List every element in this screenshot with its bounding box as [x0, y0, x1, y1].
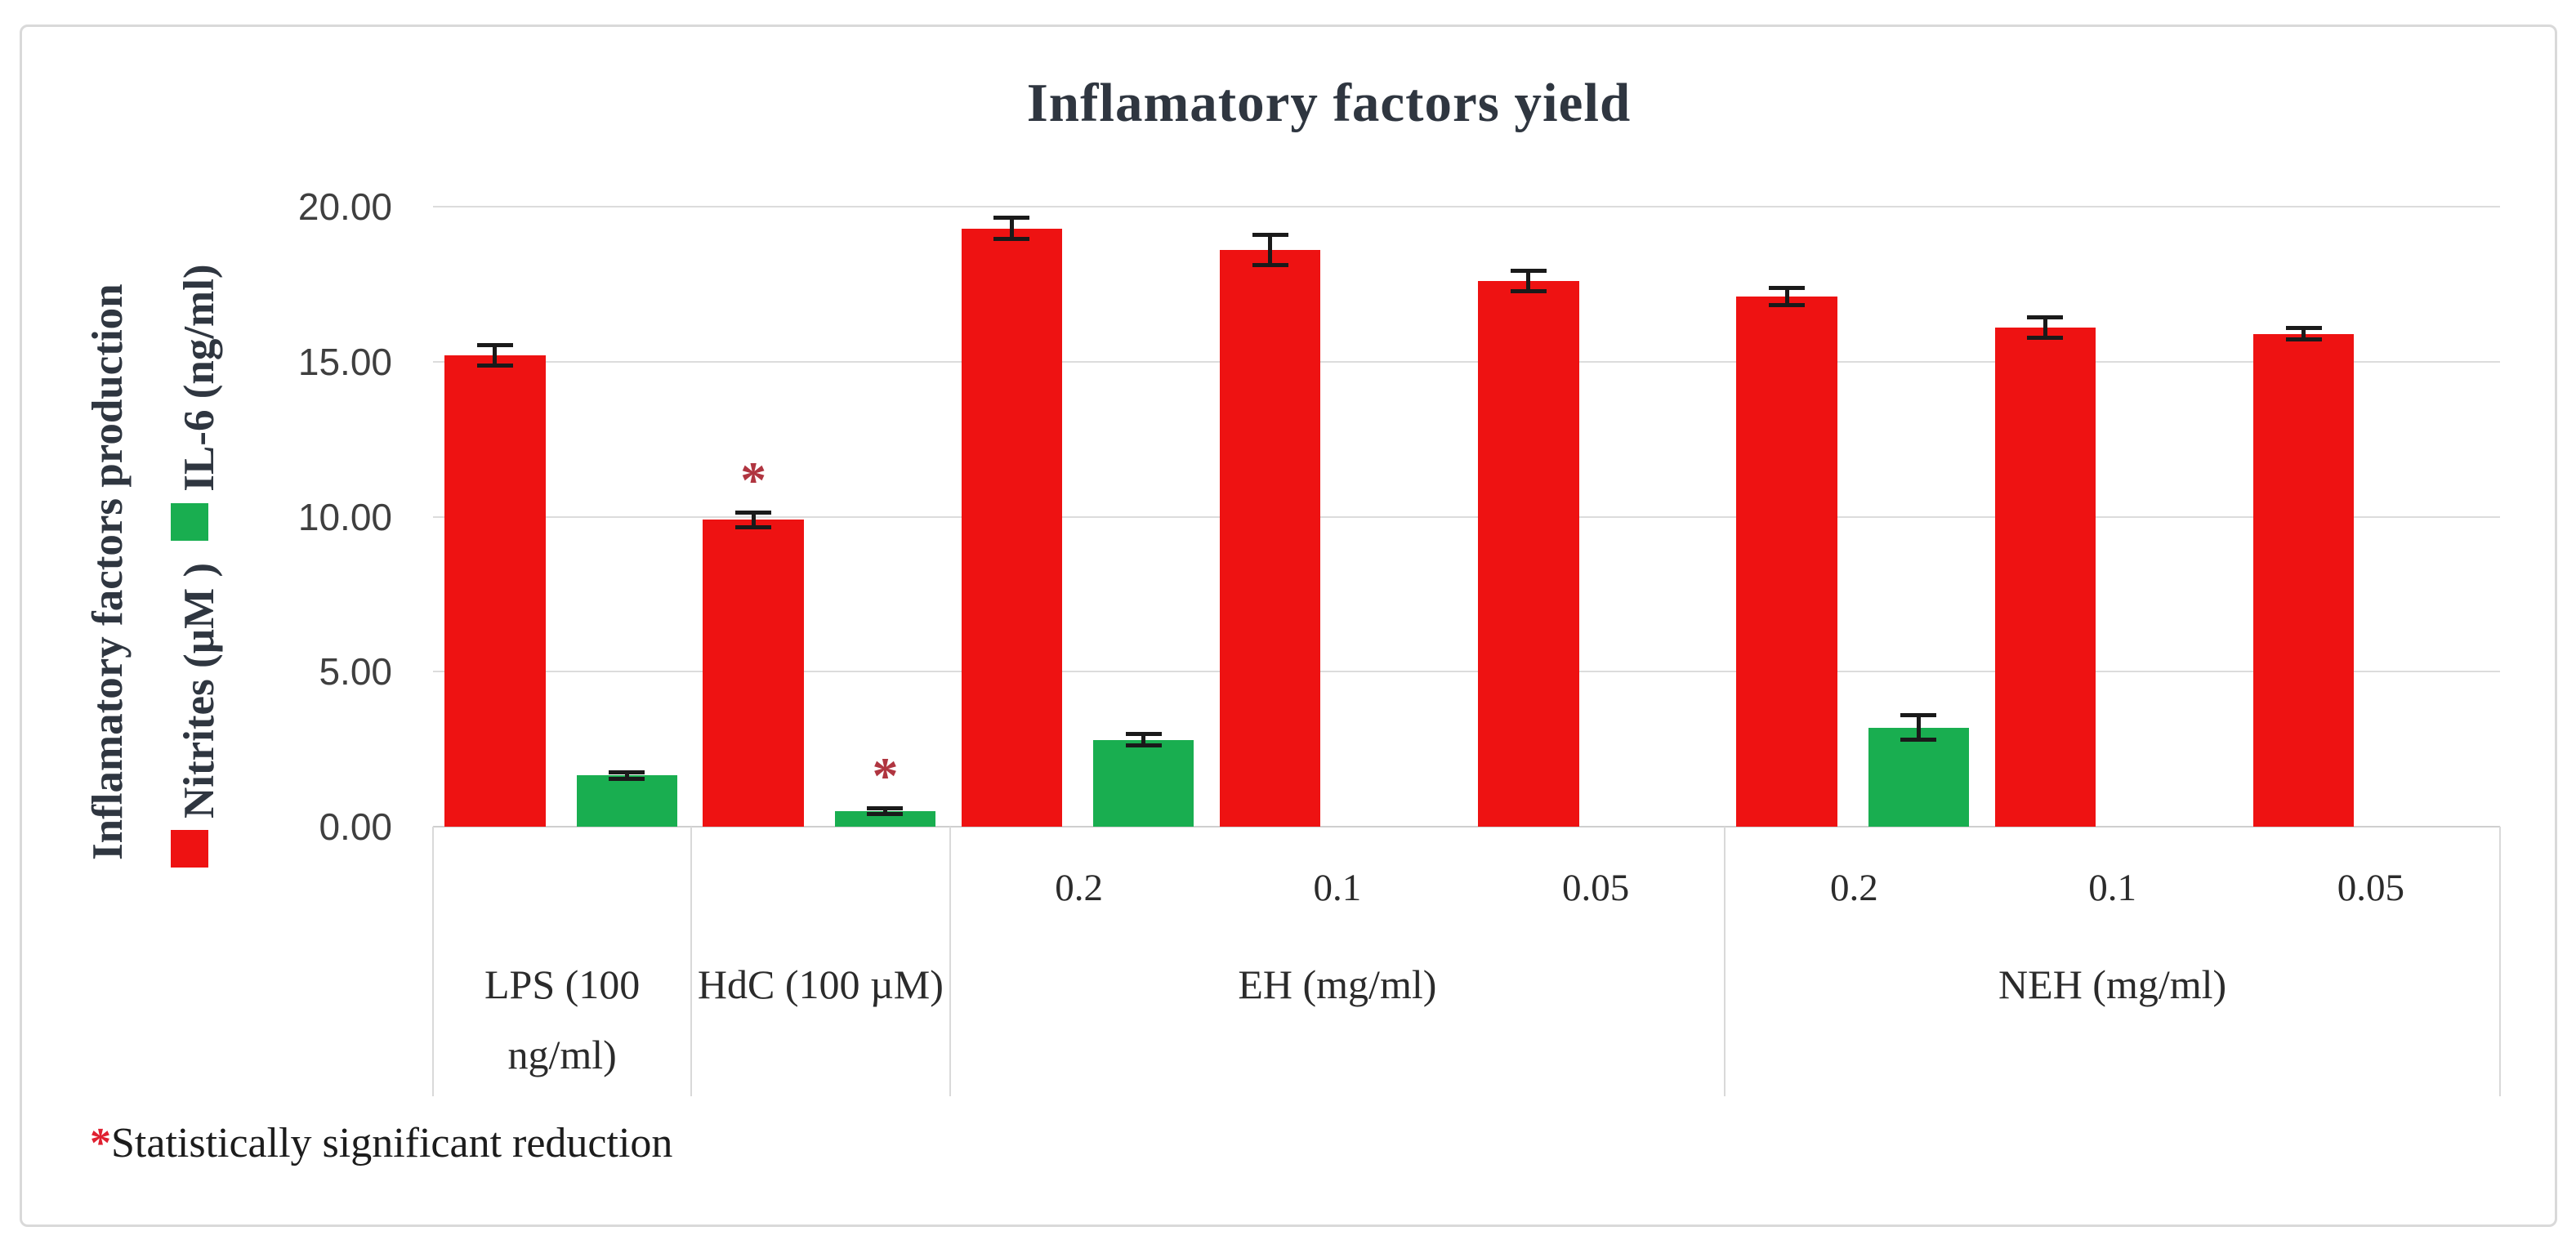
error-bar-cap [1252, 263, 1288, 268]
group-label: HdC (100 µM) [697, 961, 944, 1007]
error-bar-cap [476, 342, 513, 347]
significance-asterisk: * [872, 747, 899, 805]
error-bar-stem [882, 808, 887, 814]
error-bar-cap [2027, 336, 2064, 341]
y-tick-label: 20.00 [297, 185, 392, 228]
error-bar-cap [1769, 303, 1806, 308]
chart-title: Inflamatory factors yield [1026, 73, 1632, 133]
error-bar-cap [2285, 337, 2322, 342]
error-bar-cap [993, 216, 1030, 221]
bar-il6 [444, 355, 546, 827]
error-bar-stem [2301, 328, 2306, 341]
error-bar-stem [1268, 234, 1273, 266]
gridline [433, 515, 2500, 518]
error-bar-cap [1252, 233, 1288, 238]
y-axis-legend: Nitrites (µM ) IL-6 (ng/ml) [154, 163, 245, 980]
y-axis-label-block: Inflamatory factors production Nitrites … [62, 163, 245, 980]
group-separator [1724, 827, 1726, 1096]
error-bar-cap [1900, 737, 1937, 742]
group-separator [949, 827, 951, 1096]
bar-il6 [1994, 328, 2096, 827]
error-bar-stem [2042, 316, 2047, 339]
y-tick-label: 10.00 [297, 495, 392, 538]
bar-nitrites [1093, 739, 1194, 827]
bar-il6 [1219, 250, 1321, 827]
group-label: EH (mg/ml) [1238, 961, 1437, 1007]
bar-nitrites [576, 775, 677, 827]
error-bar-cap [2285, 326, 2322, 330]
bar-il6 [703, 520, 804, 827]
error-bar-cap [735, 510, 772, 515]
category-sublabel: 0.2 [1830, 867, 1878, 909]
bar-il6 [1478, 281, 1579, 827]
group-label: NEH (mg/ml) [1998, 961, 2227, 1007]
legend-label-nitrites: Nitrites (µM ) [176, 551, 223, 819]
bar-nitrites [834, 811, 936, 827]
y-tick-label: 5.00 [319, 650, 392, 694]
error-bar-cap [609, 769, 645, 774]
significance-asterisk: * [740, 450, 767, 509]
error-bar-stem [1526, 270, 1531, 292]
bar-il6 [1736, 297, 1837, 827]
error-bar-stem [1784, 287, 1789, 306]
footnote-text: Statistically significant reduction [111, 1120, 673, 1166]
legend-swatch-green [170, 502, 208, 541]
category-sublabel: 0.1 [1313, 867, 1362, 909]
error-bar-cap [735, 524, 772, 529]
error-bar-stem [1916, 715, 1921, 740]
error-bar-cap [1769, 285, 1806, 290]
error-bar-stem [751, 511, 756, 528]
category-sublabel: 0.05 [2337, 867, 2404, 909]
category-sublabel: 0.2 [1055, 867, 1103, 909]
group-separator [2499, 827, 2501, 1096]
legend-label-il6: IL-6 (ng/ml) [176, 264, 223, 492]
legend-swatch-red [170, 830, 208, 868]
category-sublabel: 0.05 [1562, 867, 1630, 909]
error-bar-cap [867, 811, 904, 816]
error-bar-cap [2027, 314, 2064, 319]
bar-il6 [961, 228, 1063, 827]
error-bar-cap [1510, 268, 1547, 273]
error-bar-stem [1009, 217, 1014, 239]
error-bar-stem [493, 344, 498, 367]
significance-footnote: *Statistically significant reduction [90, 1119, 672, 1167]
bar-il6 [2252, 333, 2355, 827]
category-sublabel: 0.1 [2088, 867, 2136, 909]
x-axis-line [433, 826, 2500, 827]
error-bar-cap [867, 806, 904, 811]
gridline [433, 206, 2500, 207]
error-bar-cap [1510, 289, 1547, 294]
error-bar-stem [1141, 734, 1146, 747]
group-separator [690, 827, 693, 1096]
error-bar-cap [1125, 743, 1162, 748]
group-label: LPS (100 ng/ml) [484, 961, 641, 1077]
error-bar-stem [624, 771, 629, 779]
error-bar-cap [609, 776, 645, 781]
error-bar-cap [993, 236, 1030, 241]
group-separator [432, 827, 434, 1096]
y-axis-title: Inflamatory factors production [62, 163, 154, 980]
bar-nitrites [1868, 727, 1970, 827]
y-tick-label: 15.00 [297, 340, 392, 383]
y-axis-title-text: Inflamatory factors production [84, 283, 132, 860]
error-bar-cap [476, 364, 513, 368]
gridline [433, 360, 2500, 363]
y-tick-label: 0.00 [319, 805, 392, 848]
gridline [433, 671, 2500, 673]
error-bar-cap [1125, 732, 1162, 737]
footnote-asterisk: * [90, 1120, 111, 1166]
error-bar-cap [1900, 713, 1937, 718]
